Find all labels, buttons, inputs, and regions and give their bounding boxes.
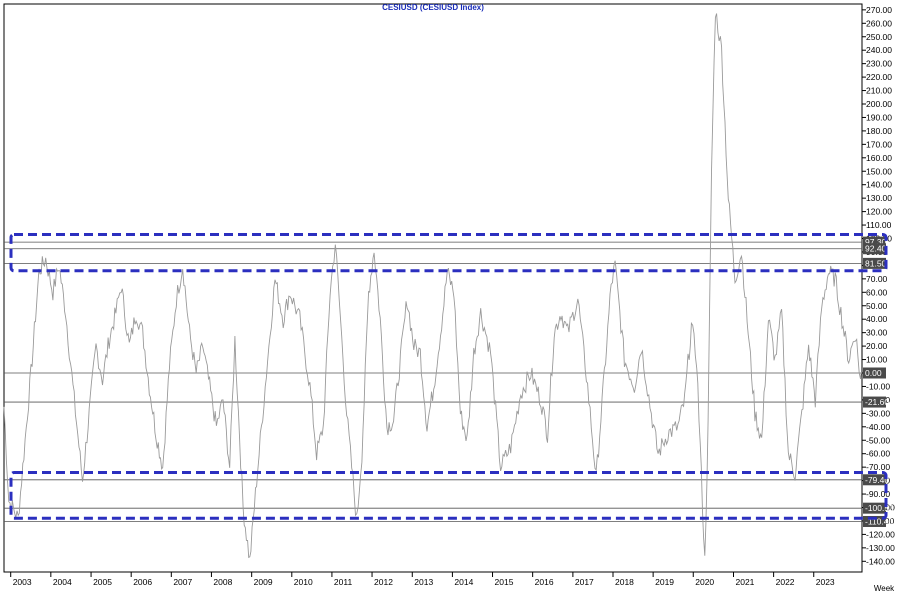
y-tick-label: 120.00 xyxy=(866,207,892,217)
x-tick-label: 2003 xyxy=(13,577,32,587)
y-tick-label: 230.00 xyxy=(866,59,892,69)
level-badge-label: -100.50 xyxy=(865,503,894,513)
level-badge xyxy=(863,367,886,379)
y-tick-label: 110.00 xyxy=(866,220,892,230)
level-badge xyxy=(863,396,886,408)
y-tick-label: -50.00 xyxy=(866,435,890,445)
y-tick-label: -140.00 xyxy=(866,556,895,566)
y-tick-label: 30.00 xyxy=(866,328,888,338)
x-tick-label: 2017 xyxy=(575,577,594,587)
y-tick-label: 50.00 xyxy=(866,301,888,311)
chart-title: CESIUSD (CESIUSD Index) xyxy=(382,3,484,12)
y-tick-label: 40.00 xyxy=(866,314,888,324)
frame-group xyxy=(3,3,863,573)
y-tick-label: 200.00 xyxy=(866,99,892,109)
x-tick-label: 2010 xyxy=(294,577,313,587)
y-tick-label: -120.00 xyxy=(866,529,895,539)
level-badge xyxy=(863,243,886,255)
x-tick-label: 2008 xyxy=(213,577,232,587)
y-tick-label: 70.00 xyxy=(866,274,888,284)
x-tick-label: 2011 xyxy=(334,577,353,587)
y-tick-label: -90.00 xyxy=(866,489,890,499)
level-badge-label: -21.60 xyxy=(865,397,889,407)
series-line xyxy=(3,13,862,559)
y-tick-label: -60.00 xyxy=(866,449,890,459)
series-layer xyxy=(3,13,862,559)
x-tick-label: 2013 xyxy=(414,577,433,587)
highlight-zones xyxy=(9,232,888,520)
level-badge xyxy=(863,474,886,486)
y-tick-label: 10.00 xyxy=(866,355,888,365)
level-badge-label: 81.50 xyxy=(865,258,887,268)
level-badge xyxy=(863,257,886,269)
level-badge xyxy=(863,515,886,527)
y-tick-label: -130.00 xyxy=(866,543,895,553)
level-badge-label: 92.40 xyxy=(865,244,887,254)
x-tick-label: 2007 xyxy=(173,577,192,587)
level-badge-label: 0.00 xyxy=(865,368,882,378)
y-tick-label: 170.00 xyxy=(866,139,892,149)
level-badge-label: 97.30 xyxy=(865,237,887,247)
y-tick-label: 60.00 xyxy=(866,287,888,297)
y-tick-label: 250.00 xyxy=(866,32,892,42)
plot-frame xyxy=(3,3,863,573)
level-badge xyxy=(863,236,886,248)
x-tick-label: 2021 xyxy=(735,577,754,587)
highlight-zone xyxy=(9,471,888,520)
x-tick-label: 2019 xyxy=(655,577,674,587)
x-tick-label: 2014 xyxy=(454,577,473,587)
horizontal-levels xyxy=(4,241,862,522)
x-tick-label: 2006 xyxy=(133,577,152,587)
period-label: Week xyxy=(874,584,895,593)
y-tick-label: 220.00 xyxy=(866,72,892,82)
highlight-zone xyxy=(9,232,888,273)
y-tick-label: 150.00 xyxy=(866,166,892,176)
y-tick-label: -70.00 xyxy=(866,462,890,472)
y-tick-label: -40.00 xyxy=(866,422,890,432)
x-tick-label: 2020 xyxy=(695,577,714,587)
x-tick-label: 2023 xyxy=(816,577,835,587)
level-badge-label: -110.40 xyxy=(865,516,893,526)
y-tick-label: 160.00 xyxy=(866,153,892,163)
x-tick-label: 2012 xyxy=(374,577,393,587)
x-tick-label: 2018 xyxy=(615,577,634,587)
y-tick-label: -10.00 xyxy=(866,381,890,391)
y-tick-label: 210.00 xyxy=(866,86,892,96)
y-tick-label: 130.00 xyxy=(866,193,892,203)
x-tick-label: 2022 xyxy=(776,577,795,587)
x-tick-label: 2015 xyxy=(495,577,514,587)
level-badge-label: -79.40 xyxy=(865,475,889,485)
x-tick-label: 2009 xyxy=(254,577,273,587)
y-tick-label: -30.00 xyxy=(866,408,890,418)
y-tick-label: 240.00 xyxy=(866,45,892,55)
y-tick-label: 190.00 xyxy=(866,112,892,122)
x-tick-label: 2005 xyxy=(93,577,112,587)
x-tick-label: 2004 xyxy=(53,577,72,587)
y-tick-label: 20.00 xyxy=(866,341,888,351)
x-tick-label: 2016 xyxy=(535,577,554,587)
y-tick-label: 260.00 xyxy=(866,18,892,28)
y-tick-label: 180.00 xyxy=(866,126,892,136)
y-tick-label: 140.00 xyxy=(866,180,892,190)
y-tick-label: 270.00 xyxy=(866,5,892,15)
level-badge xyxy=(863,502,886,514)
x-axis: 2003 2004 2005 2006 2007 2008 2009 2010 2011 2012… xyxy=(10,572,835,587)
